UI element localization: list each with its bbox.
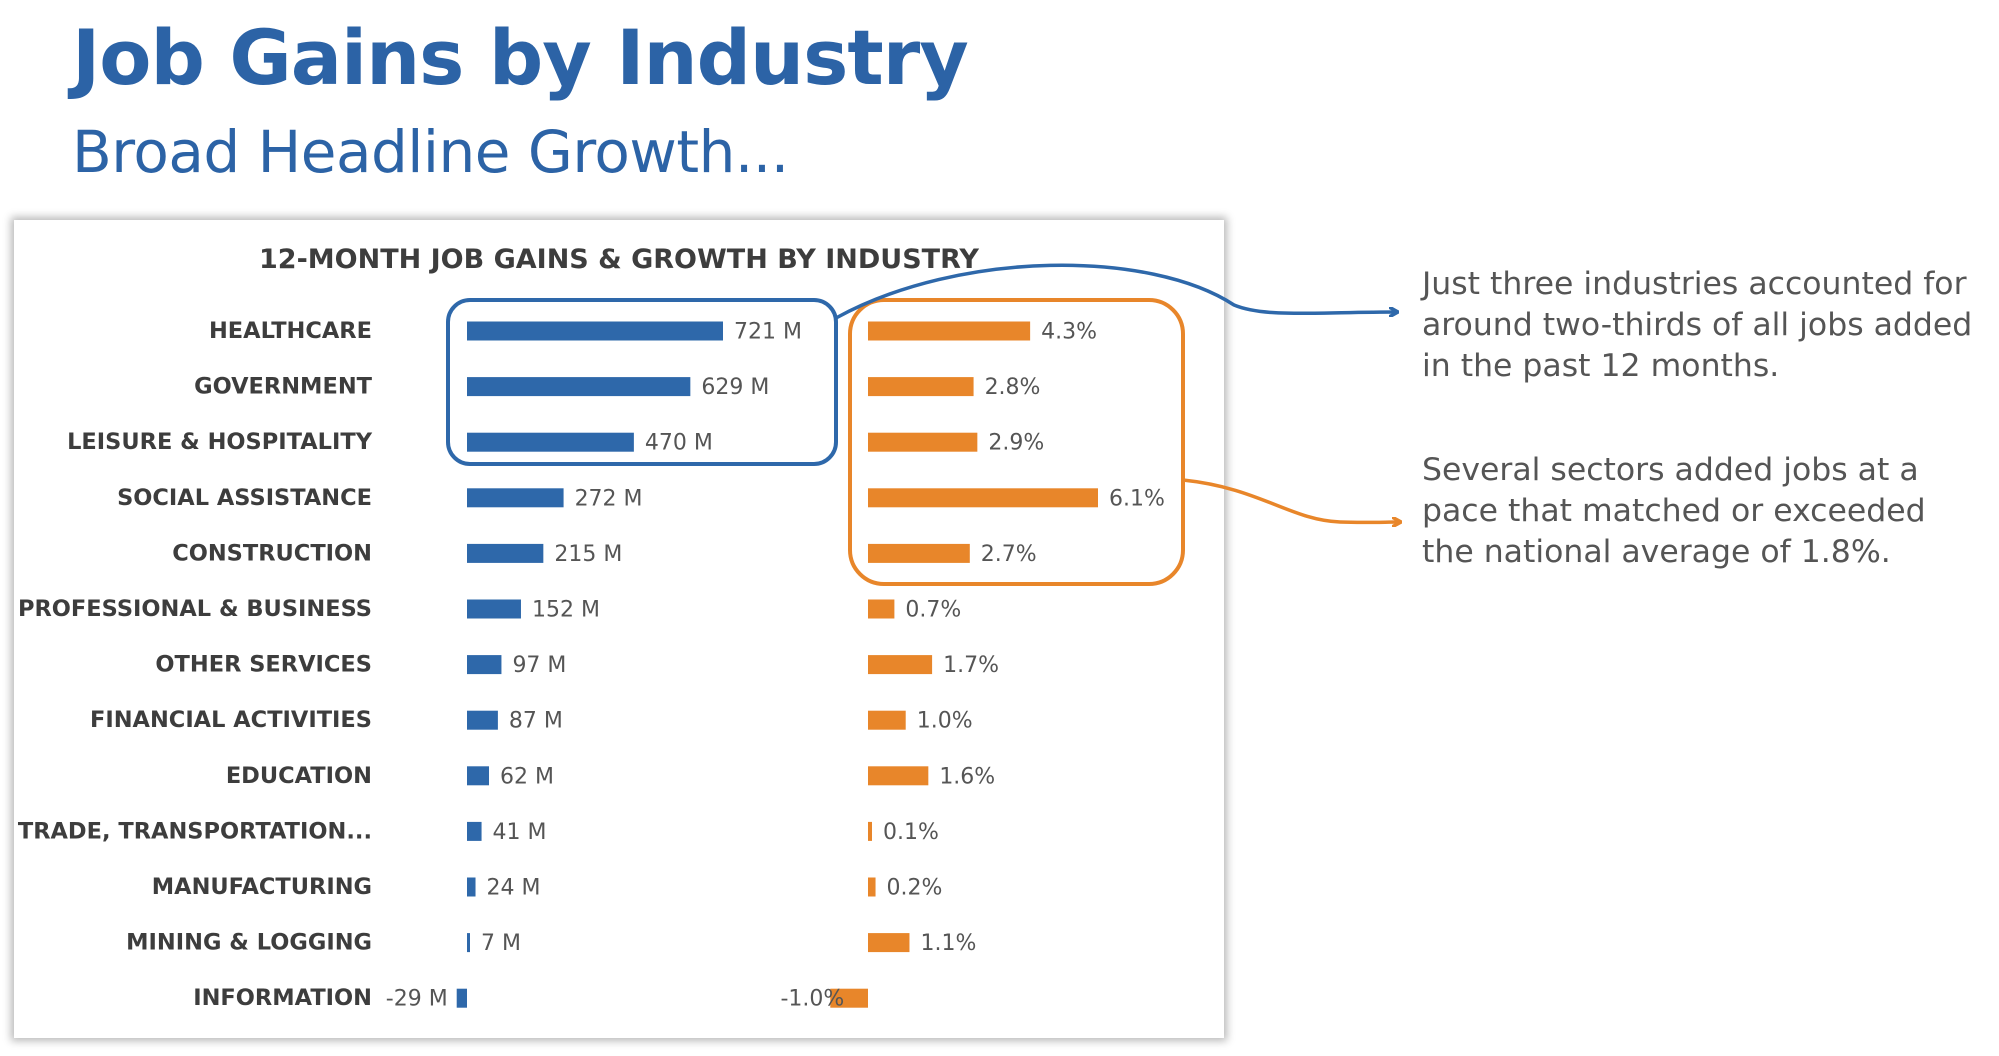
category-label-manufacturing: MANUFACTURING	[152, 874, 372, 900]
gains-label-education: 62 M	[500, 764, 554, 789]
category-label-government: GOVERNMENT	[194, 374, 373, 400]
gains-bar-financial-activities	[467, 710, 498, 730]
growth-label-leisure-hospitality: 2.9%	[988, 431, 1044, 456]
growth-bar-government	[868, 377, 974, 397]
gains-label-trade-transportation: 41 M	[493, 820, 547, 845]
growth-label-financial-activities: 1.0%	[917, 709, 973, 734]
category-label-trade-transportation: TRADE, TRANSPORTATION...	[18, 818, 372, 844]
growth-label-information: -1.0%	[780, 987, 844, 1012]
growth-bar-other-services	[868, 655, 933, 675]
growth-bar-education	[868, 766, 929, 786]
gains-bar-government	[467, 377, 691, 397]
gains-label-information: -29 M	[386, 987, 448, 1012]
growth-label-manufacturing: 0.2%	[887, 876, 943, 901]
category-label-education: EDUCATION	[226, 763, 372, 789]
growth-label-trade-transportation: 0.1%	[883, 820, 939, 845]
growth-bar-trade-transportation	[868, 821, 872, 841]
gains-label-other-services: 97 M	[512, 653, 566, 678]
gains-bar-mining-logging	[467, 933, 470, 953]
gains-bar-healthcare	[467, 321, 723, 341]
growth-label-government: 2.8%	[985, 375, 1041, 400]
category-label-information: INFORMATION	[193, 985, 372, 1011]
gains-bar-information	[456, 988, 467, 1008]
category-label-construction: CONSTRUCTION	[172, 540, 372, 566]
gains-label-healthcare: 721 M	[734, 320, 802, 345]
growth-label-mining-logging: 1.1%	[920, 931, 976, 956]
slide-title: Job Gains by Industry	[72, 13, 969, 102]
category-label-other-services: OTHER SERVICES	[155, 652, 372, 678]
gains-bar-construction	[467, 543, 544, 563]
gains-label-financial-activities: 87 M	[509, 709, 563, 734]
growth-bar-professional-business	[868, 599, 895, 619]
gains-label-government: 629 M	[701, 375, 769, 400]
category-label-mining-logging: MINING & LOGGING	[126, 930, 372, 956]
growth-bar-leisure-hospitality	[868, 432, 978, 452]
growth-label-education: 1.6%	[939, 764, 995, 789]
gains-label-social-assistance: 272 M	[575, 486, 643, 511]
gains-label-mining-logging: 7 M	[481, 931, 521, 956]
growth-bar-information	[830, 988, 868, 1008]
annotation-above-average: Several sectors added jobs at a pace tha…	[1422, 452, 1926, 570]
growth-bar-financial-activities	[868, 710, 906, 730]
category-label-financial-activities: FINANCIAL ACTIVITIES	[90, 707, 372, 733]
gains-label-construction: 215 M	[554, 542, 622, 567]
growth-label-social-assistance: 6.1%	[1109, 486, 1165, 511]
gains-bar-social-assistance	[467, 488, 564, 508]
gains-label-professional-business: 152 M	[532, 598, 600, 623]
gains-label-manufacturing: 24 M	[487, 876, 541, 901]
growth-bar-healthcare	[868, 321, 1031, 341]
gains-bar-education	[467, 766, 490, 786]
category-label-social-assistance: SOCIAL ASSISTANCE	[117, 485, 372, 511]
growth-label-professional-business: 0.7%	[905, 598, 961, 623]
gains-bar-other-services	[467, 655, 502, 675]
growth-label-healthcare: 4.3%	[1041, 320, 1097, 345]
growth-label-other-services: 1.7%	[943, 653, 999, 678]
growth-bar-construction	[868, 543, 970, 563]
gains-bar-manufacturing	[467, 877, 476, 897]
growth-bar-mining-logging	[868, 933, 910, 953]
category-label-healthcare: HEALTHCARE	[209, 318, 372, 344]
category-label-professional-business: PROFESSIONAL & BUSINESS	[18, 596, 372, 622]
growth-bar-manufacturing	[868, 877, 876, 897]
gains-label-leisure-hospitality: 470 M	[645, 431, 713, 456]
annotation-top-three: Just three industries accounted for arou…	[1422, 266, 1973, 384]
gains-bar-trade-transportation	[467, 821, 482, 841]
growth-label-construction: 2.7%	[981, 542, 1037, 567]
slide-subtitle: Broad Headline Growth...	[72, 118, 789, 186]
growth-bar-social-assistance	[868, 488, 1098, 508]
chart-panel: 12-MONTH JOB GAINS & GROWTH BY INDUSTRY …	[14, 220, 1224, 1038]
gains-bar-leisure-hospitality	[467, 432, 634, 452]
gains-bar-professional-business	[467, 599, 521, 619]
bar-chart: HEALTHCARE 721 M 4.3% GOVERNMENT 629 M 2.8% LE…	[18, 318, 1165, 1012]
category-label-leisure-hospitality: LEISURE & HOSPITALITY	[67, 429, 373, 455]
